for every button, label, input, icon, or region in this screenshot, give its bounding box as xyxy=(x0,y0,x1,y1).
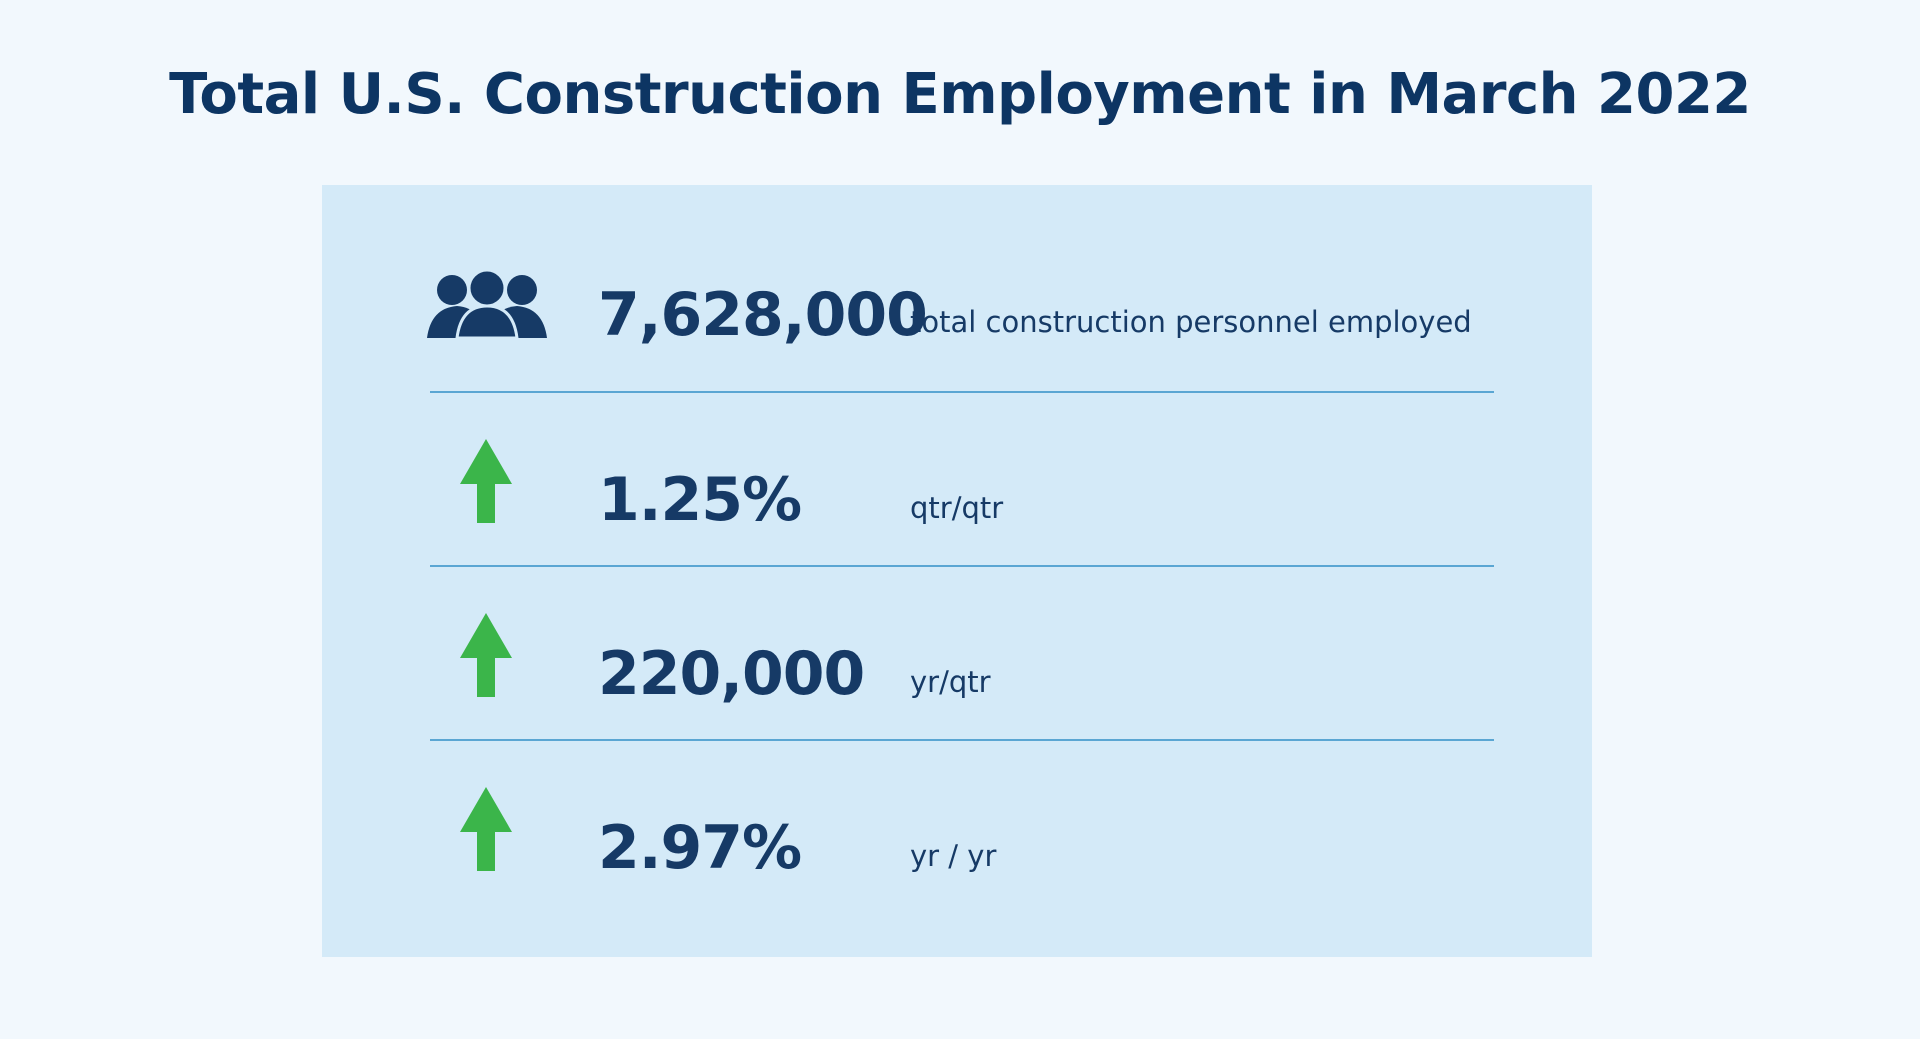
stat-label: yr/qtr xyxy=(910,665,991,699)
stat-label: total construction personnel employed xyxy=(910,305,1472,339)
stats-panel: 7,628,000 total construction personnel e… xyxy=(322,185,1592,957)
stat-row-total-employed: 7,628,000 total construction personnel e… xyxy=(322,185,1592,359)
arrow-up-icon xyxy=(460,439,512,527)
arrow-up-icon xyxy=(460,787,512,875)
stat-value: 2.97% xyxy=(598,813,802,883)
page-title: Total U.S. Construction Employment in Ma… xyxy=(169,62,1751,127)
stat-row-yr-yr: 2.97% yr / yr xyxy=(322,741,1592,915)
stat-row-yr-qtr: 220,000 yr/qtr xyxy=(322,567,1592,741)
row-divider xyxy=(430,739,1494,741)
stat-value: 220,000 xyxy=(598,639,865,709)
stat-label: qtr/qtr xyxy=(910,491,1004,525)
stat-value: 7,628,000 xyxy=(598,280,928,350)
row-divider xyxy=(430,391,1494,393)
people-group-icon xyxy=(427,268,547,342)
row-divider xyxy=(430,565,1494,567)
stat-row-qtr-qtr: 1.25% qtr/qtr xyxy=(322,393,1592,567)
arrow-up-icon xyxy=(460,613,512,701)
stat-label: yr / yr xyxy=(910,839,997,873)
stat-value: 1.25% xyxy=(598,465,802,535)
